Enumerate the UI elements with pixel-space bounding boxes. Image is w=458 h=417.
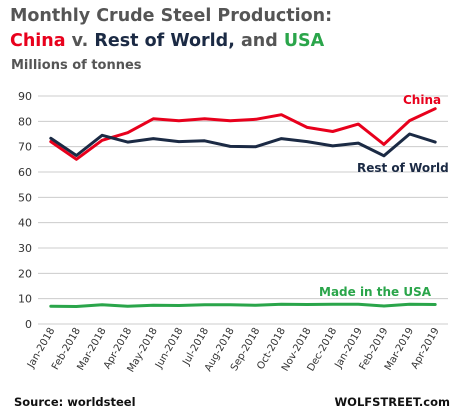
source-note: Source: worldsteel xyxy=(14,395,136,409)
y-tick-label: 40 xyxy=(18,217,32,230)
brand-watermark: WOLFSTREET.com xyxy=(334,395,450,409)
title-china: China xyxy=(10,31,66,51)
series-line xyxy=(49,107,437,161)
title-versus: v. xyxy=(65,31,95,51)
title-usa: USA xyxy=(283,31,325,51)
title-rest-of-world: Rest of World, xyxy=(94,31,235,51)
y-tick-label: 0 xyxy=(25,318,32,331)
series-line xyxy=(49,132,437,158)
y-tick-label: 30 xyxy=(18,242,32,255)
y-tick-label: 80 xyxy=(18,115,32,128)
y-tick-label: 60 xyxy=(18,166,32,179)
y-tick-label: 70 xyxy=(18,141,32,154)
series-label: Rest of World xyxy=(357,161,449,175)
y-tick-label: 90 xyxy=(18,90,32,103)
series-line xyxy=(49,302,437,308)
chart-subtitle: Millions of tonnes xyxy=(11,58,142,73)
chart-title-line2: China v. Rest of World, and USA xyxy=(10,31,324,51)
chart-title-line1: Monthly Crude Steel Production: xyxy=(10,6,333,26)
series-label: China xyxy=(403,93,441,107)
title-and: and xyxy=(234,31,284,51)
y-tick-label: 50 xyxy=(18,191,32,204)
y-tick-label: 20 xyxy=(18,267,32,280)
series-label: Made in the USA xyxy=(319,285,432,299)
y-tick-label: 10 xyxy=(18,293,32,306)
